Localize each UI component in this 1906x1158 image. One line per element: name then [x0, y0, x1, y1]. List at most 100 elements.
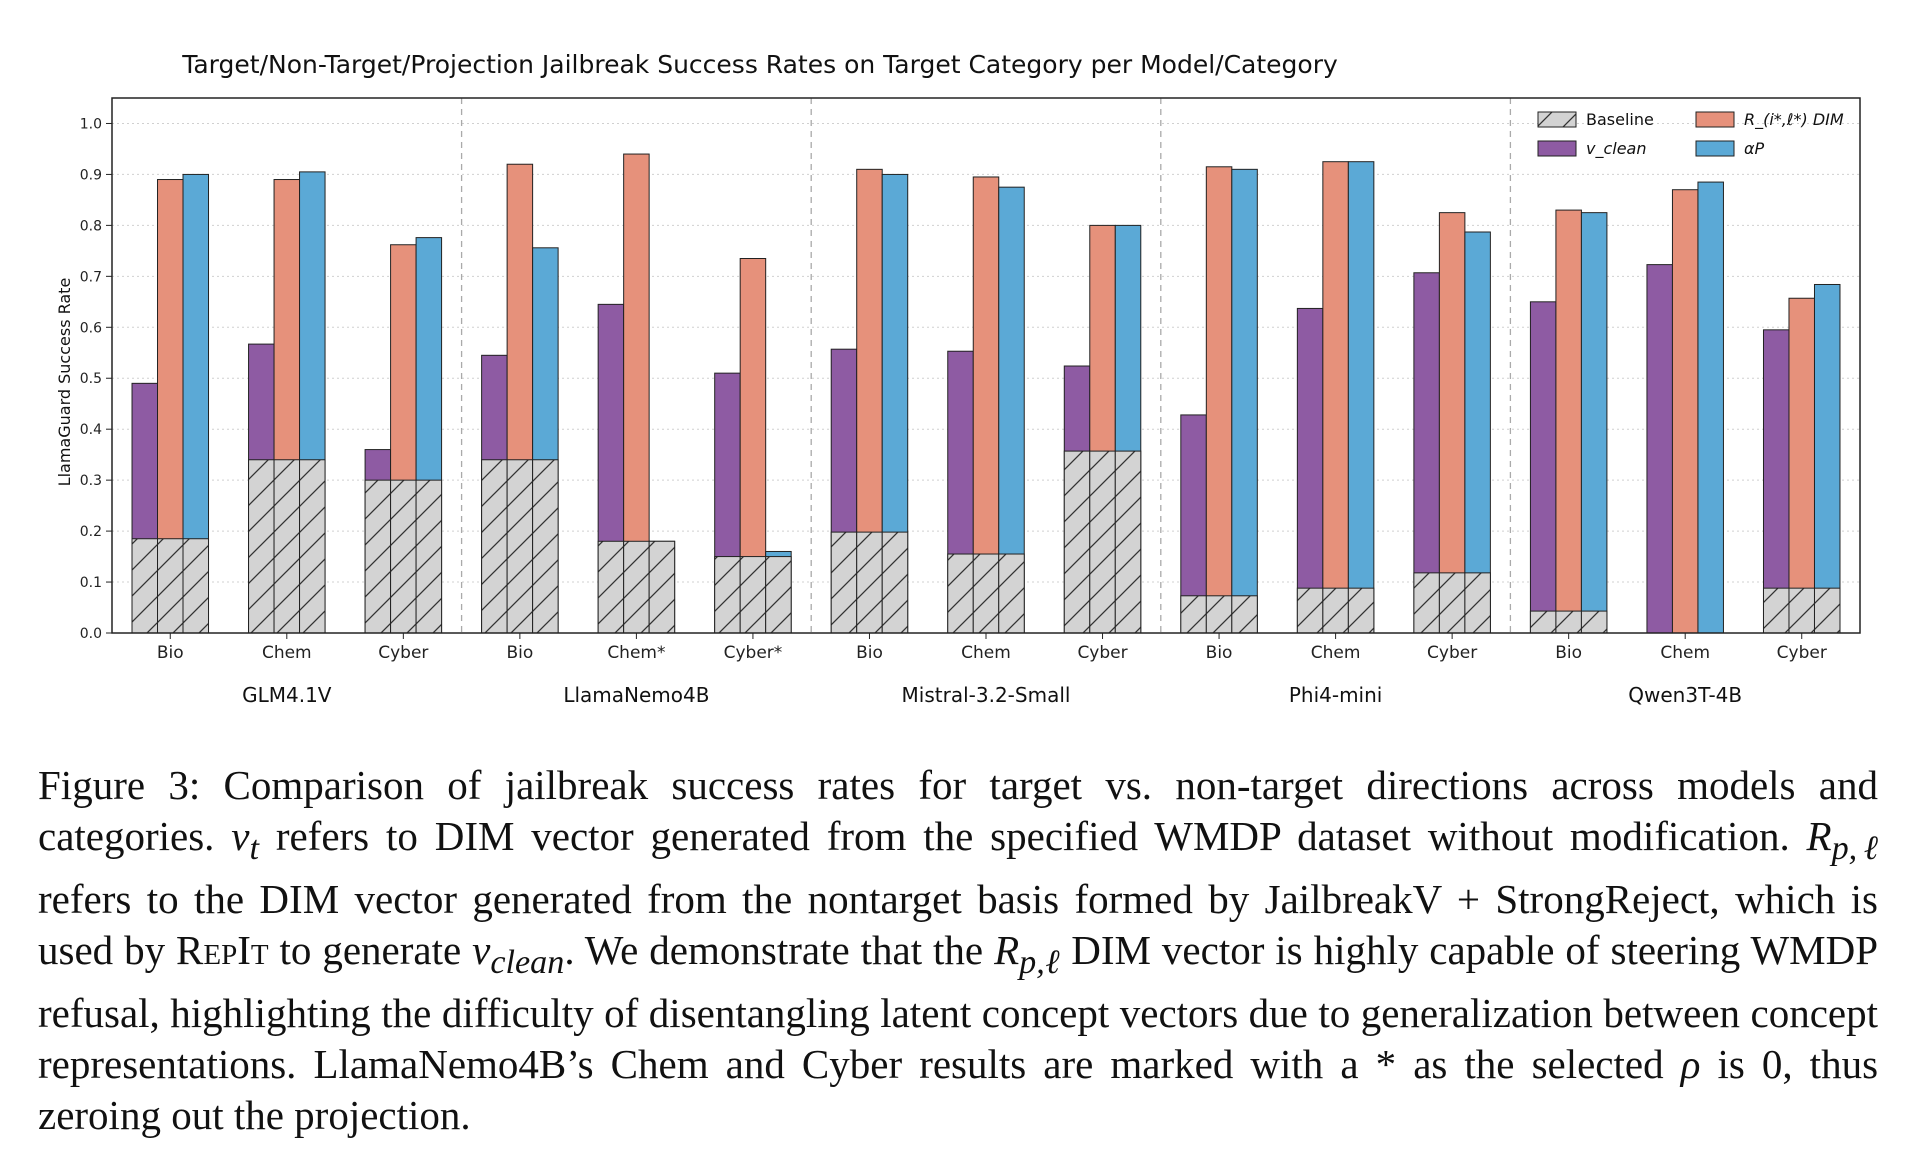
- bar-baseline: [597, 540, 625, 634]
- legend: Baseline v_clean R_(i*,ℓ*) DIM αP: [1537, 110, 1844, 159]
- repit-name: RepIt: [176, 927, 269, 974]
- bar-baseline: [714, 556, 741, 634]
- bar-baseline: [1555, 610, 1582, 634]
- bar-baseline: [1347, 587, 1375, 634]
- legend-swatch-vclean: [1537, 140, 1577, 157]
- bar-vclean: [1296, 307, 1324, 634]
- bar-baseline: [1063, 450, 1091, 634]
- bar-baseline: [972, 553, 1000, 634]
- rpl-symbol: Rp,ℓ: [1806, 813, 1879, 868]
- bar-alphaP: [1347, 161, 1375, 634]
- legend-swatch-r: [1695, 111, 1735, 128]
- category-label: Bio: [506, 643, 533, 663]
- y-tick-label: 0.5: [80, 371, 102, 387]
- bar-baseline: [506, 459, 534, 634]
- bars-layer: [131, 153, 1841, 634]
- bar-r: [1555, 209, 1582, 634]
- bar-baseline: [765, 556, 792, 634]
- bar-baseline: [1529, 610, 1557, 634]
- axis-layer: 0.0 0.1 0.2 0.3 0.4 0.5 0.6 0.7 0.8 0.9 1.0 GLM4.1V…: [80, 116, 1827, 707]
- bar-baseline: [947, 553, 974, 634]
- chart: Target/Non-Target/Projection Jailbreak S…: [55, 50, 1861, 707]
- category-label: Bio: [157, 643, 184, 663]
- bar-r: [1438, 212, 1466, 634]
- bar-baseline: [182, 538, 210, 634]
- bar-baseline: [998, 553, 1025, 634]
- bar-alphaP: [1697, 181, 1724, 634]
- bar-baseline: [1205, 595, 1233, 634]
- category-label: Cyber: [1077, 643, 1127, 663]
- caption-sentence-5: . We demonstrate that the: [564, 927, 984, 974]
- bar-baseline: [364, 479, 392, 634]
- caption-sentence-6: DIM vector is highly capable of steering…: [38, 927, 1879, 1088]
- category-label: Chem: [262, 643, 312, 663]
- category-label: Chem: [1311, 643, 1361, 663]
- bar-baseline: [648, 540, 676, 634]
- model-label: LlamaNemo4B: [563, 683, 709, 707]
- vclean-symbol: vclean: [472, 927, 565, 982]
- y-tick-label: 0.3: [80, 473, 102, 489]
- bar-vclean: [1529, 301, 1557, 634]
- bar-r: [1205, 166, 1233, 634]
- category-label: Bio: [1555, 643, 1582, 663]
- category-label: Cyber*: [724, 643, 783, 663]
- legend-label-vclean: v_clean: [1586, 139, 1647, 159]
- bar-baseline: [1580, 610, 1608, 634]
- bar-r: [1322, 161, 1349, 634]
- bar-baseline: [1762, 587, 1790, 634]
- category-label: Cyber: [1777, 643, 1827, 663]
- bar-alphaP: [1464, 231, 1491, 634]
- y-tick-label: 0.9: [80, 167, 102, 183]
- bar-baseline: [623, 540, 650, 634]
- bar-baseline: [1114, 450, 1142, 634]
- figure-caption: Figure 3: Comparison of jailbreak succes…: [38, 760, 1878, 1141]
- legend-label-alphaP: αP: [1744, 139, 1765, 158]
- bar-baseline: [881, 531, 909, 634]
- bar-baseline: [856, 531, 883, 634]
- bar-baseline: [131, 538, 159, 634]
- legend-swatch-alphaP: [1695, 140, 1735, 157]
- vt-symbol: vt: [231, 813, 259, 868]
- bar-alphaP: [1580, 212, 1608, 634]
- bar-baseline: [1180, 595, 1207, 634]
- y-tick-label: 0.4: [80, 422, 102, 438]
- bar-baseline: [415, 479, 443, 634]
- bar-baseline: [1438, 572, 1466, 634]
- y-tick-label: 0.8: [80, 218, 102, 234]
- bar-baseline: [1296, 587, 1324, 634]
- y-tick-label: 0.6: [80, 320, 102, 336]
- caption-sentence-3: refers to the DIM vector generated from …: [38, 876, 1878, 974]
- bar-baseline: [1322, 587, 1349, 634]
- model-label: Mistral-3.2-Small: [902, 683, 1071, 707]
- category-label: Cyber: [378, 643, 428, 663]
- bar-baseline: [248, 459, 275, 634]
- y-tick-label: 0.0: [80, 626, 102, 642]
- bar-baseline: [532, 459, 559, 634]
- rpl-symbol-2: Rp,ℓ: [994, 927, 1061, 982]
- caption-sentence-1: Figure 3: Comparison of jailbreak succes…: [38, 762, 1878, 859]
- category-label: Chem: [961, 643, 1011, 663]
- rho-symbol: ρ: [1680, 1041, 1701, 1088]
- bar-r: [1788, 297, 1815, 634]
- y-tick-label: 0.1: [80, 575, 102, 591]
- y-axis-label: LlamaGuard Success Rate: [55, 278, 74, 487]
- bar-baseline: [390, 479, 417, 634]
- category-label: Cyber: [1427, 643, 1477, 663]
- bar-baseline: [157, 538, 184, 634]
- legend-swatch-baseline: [1537, 111, 1577, 128]
- bar-vclean: [1762, 329, 1790, 634]
- bar-alphaP: [1231, 168, 1258, 634]
- bar-baseline: [1788, 587, 1815, 634]
- bar-r: [1671, 189, 1699, 634]
- category-label: Chem*: [607, 643, 665, 663]
- y-tick-label: 1.0: [80, 116, 102, 132]
- legend-label-r: R_(i*,ℓ*) DIM: [1744, 110, 1844, 130]
- bar-vclean: [1646, 264, 1673, 634]
- y-tick-label: 0.2: [80, 524, 102, 540]
- bar-baseline: [273, 459, 301, 634]
- caption-sentence-2: refers to DIM vector generated from the …: [275, 813, 1790, 859]
- bar-baseline: [830, 531, 858, 634]
- model-label: GLM4.1V: [242, 683, 332, 707]
- caption-sentence-7: is 0, thus zeroing out the projection.: [38, 1041, 1879, 1139]
- category-label: Chem: [1660, 643, 1710, 663]
